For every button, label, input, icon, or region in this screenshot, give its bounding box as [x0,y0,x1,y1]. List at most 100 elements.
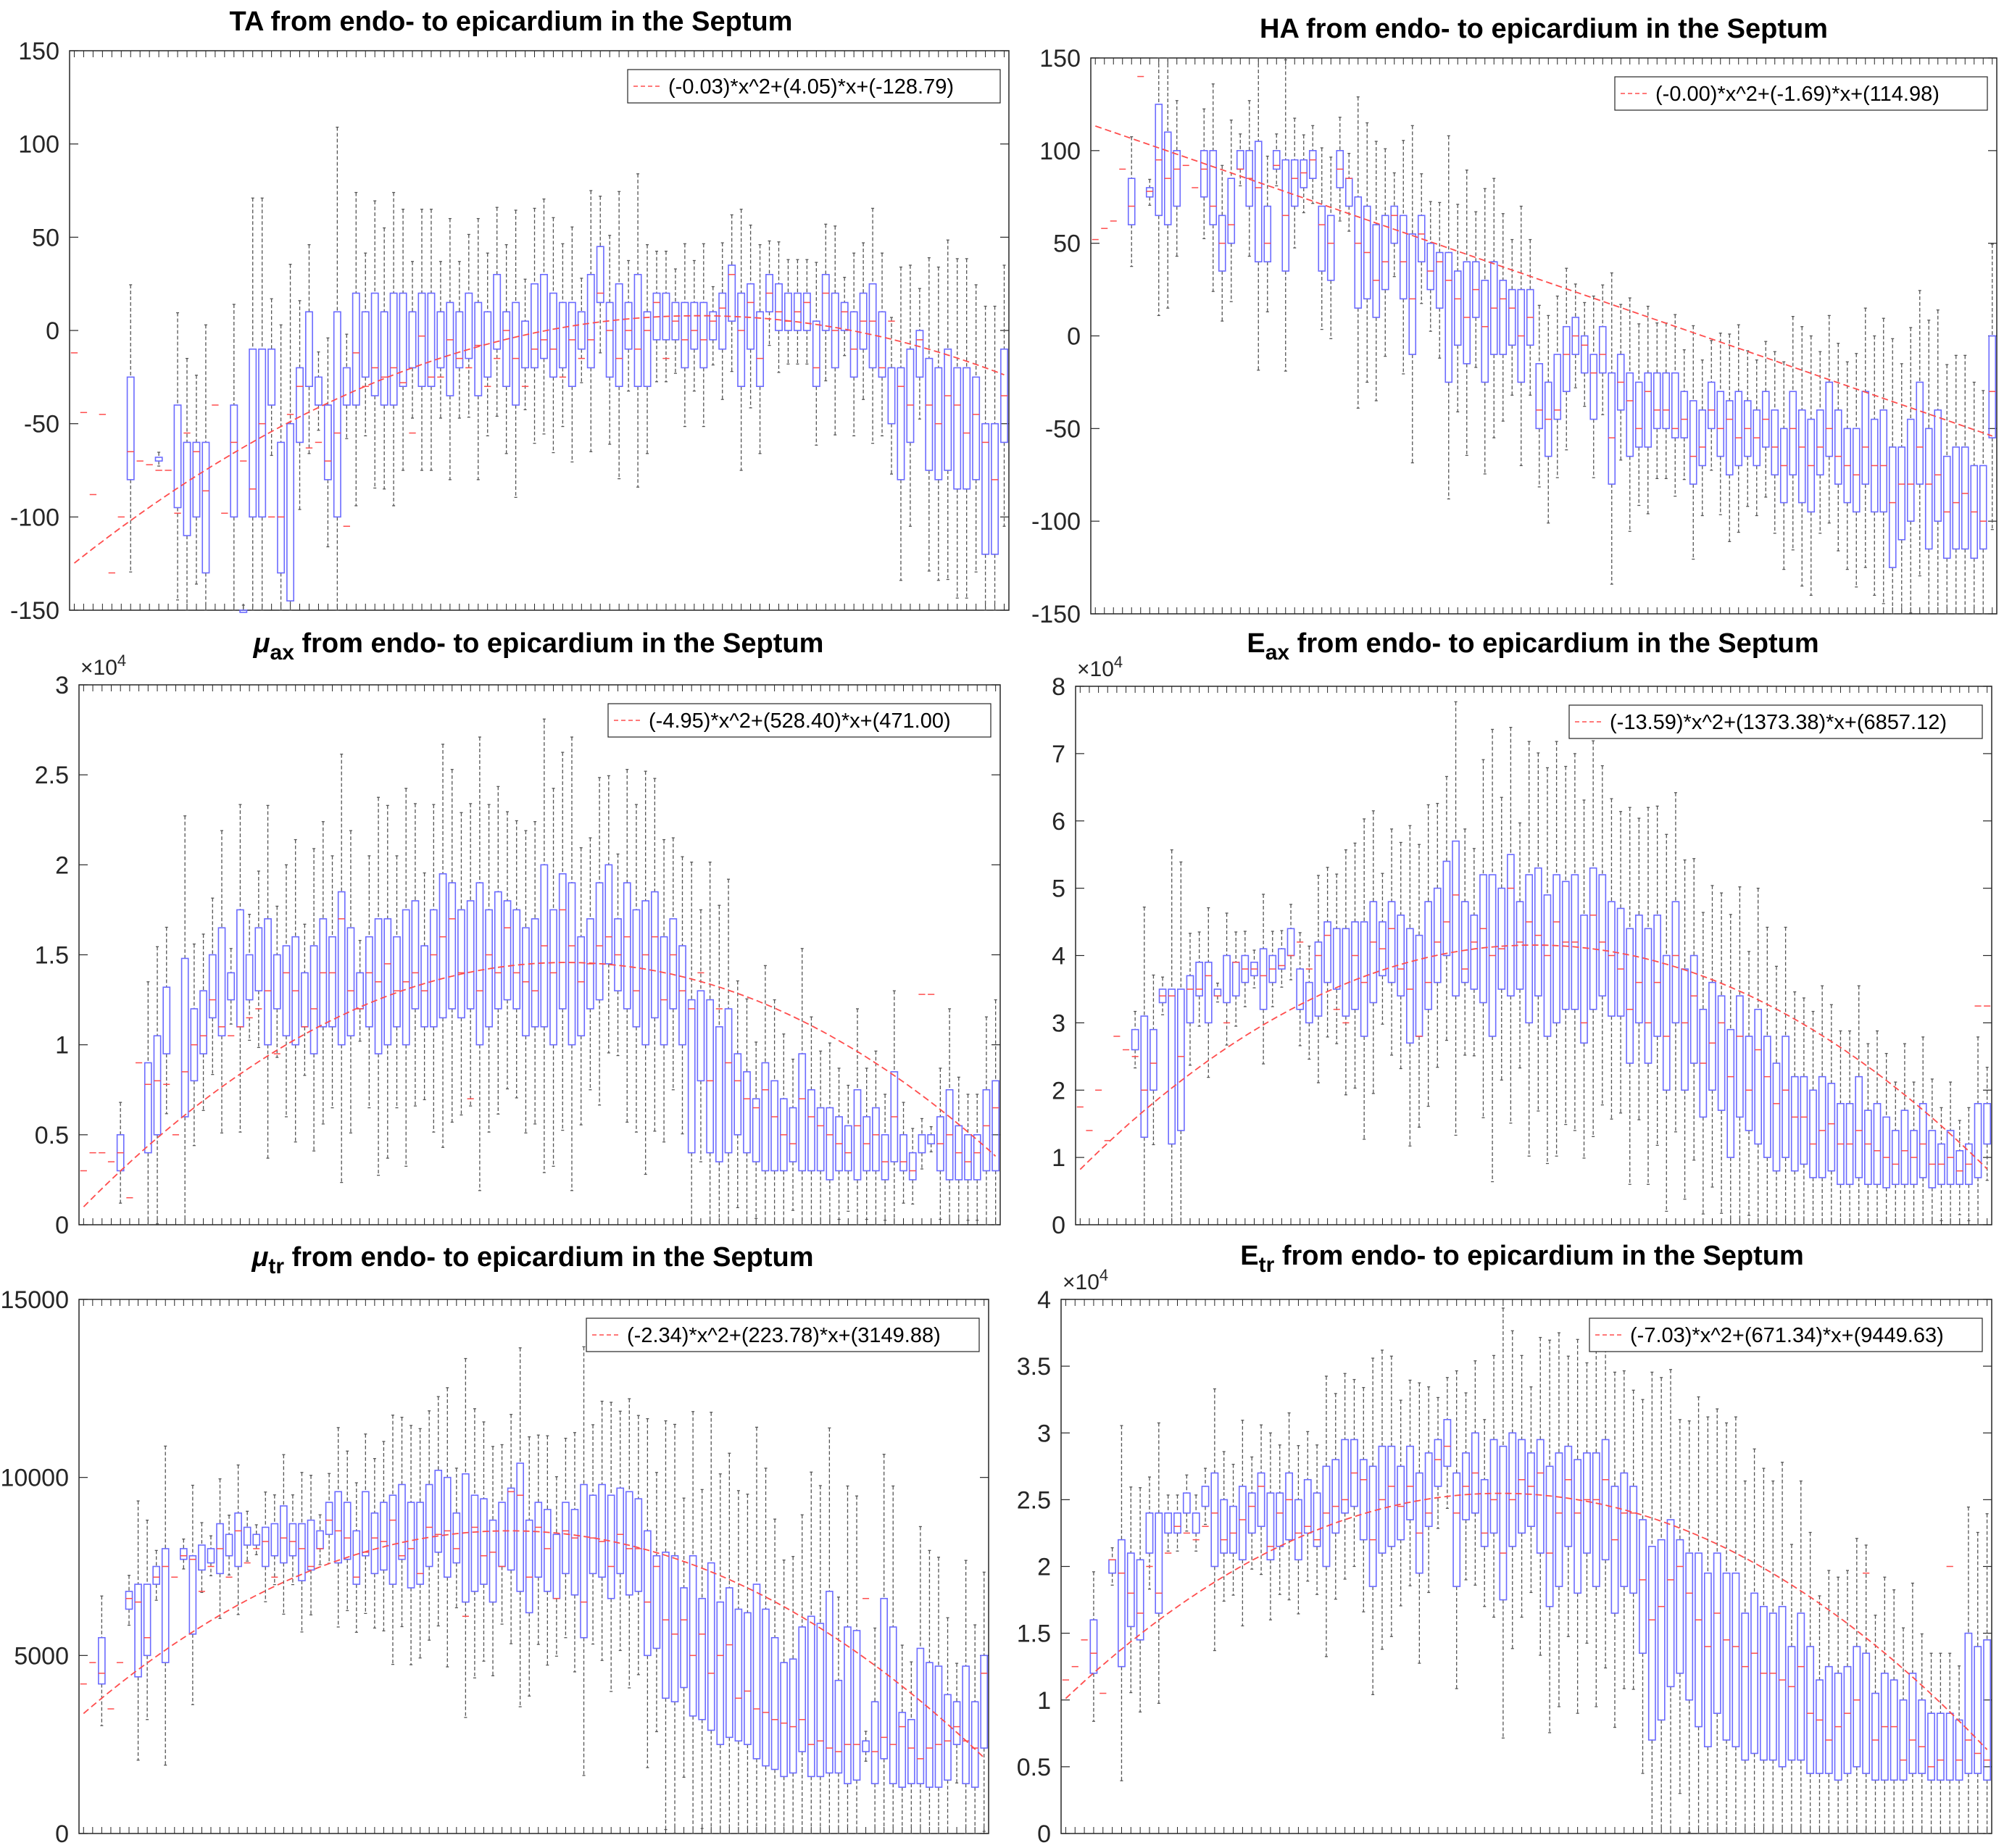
y-tick-label: 3.5 [1017,1353,1051,1381]
box [1399,215,1408,300]
y-tick-label: 0.5 [35,1122,69,1149]
box [1662,372,1671,430]
y-tick-label: -100 [10,504,59,531]
box [718,292,727,350]
box [1653,372,1661,430]
box [615,283,623,387]
box [1580,335,1589,374]
box [334,1491,342,1564]
box [726,1587,733,1739]
box [1372,224,1381,318]
box [516,1462,524,1592]
box [562,1502,570,1575]
fit-curve [83,1530,985,1759]
box [963,367,971,490]
box [370,292,379,396]
box [503,900,512,1001]
box [780,1662,788,1778]
box [1620,1472,1629,1587]
box [752,1583,761,1760]
legend: (-13.59)*x^2+(1373.38)*x+(6857.12) [1568,704,1983,739]
box [1266,1492,1275,1561]
box [325,1502,333,1536]
box [1229,1505,1237,1554]
box [1983,1639,1992,1781]
box [402,909,410,1046]
box [570,1509,579,1596]
box [756,311,765,387]
box [1127,178,1136,225]
box [1331,1459,1340,1534]
box [342,367,351,406]
box [1827,1083,1836,1172]
box [1564,1445,1573,1547]
box [1507,854,1515,997]
box [853,1089,862,1181]
box-series [1076,701,1992,1225]
box [1918,1699,1926,1774]
box [434,1470,443,1553]
box [1177,988,1185,1131]
box [531,918,539,1028]
box [425,1483,433,1568]
box [1323,921,1331,983]
box [1210,1472,1219,1568]
legend: (-4.95)*x^2+(528.40)*x+(471.00) [607,703,992,738]
chart-panel-5: 0 5000 10000 15000 μtr from endo- to epicard… [0,1242,989,1848]
box [678,945,686,1046]
box [1526,1452,1535,1528]
box [323,404,332,480]
box [1195,961,1203,997]
legend: (-0.00)*x^2+(-1.69)*x+(114.98) [1614,76,1988,111]
box [152,1565,160,1585]
box [1771,409,1779,476]
box [1608,372,1616,485]
box [934,1665,943,1788]
box [288,1523,297,1557]
box [1592,1452,1600,1587]
box [633,273,642,387]
box [1732,1572,1740,1748]
box [1442,860,1451,957]
box [207,1548,215,1564]
box [1322,1465,1331,1568]
box [844,1125,852,1172]
box [862,1740,870,1752]
box [1426,242,1435,291]
box [494,891,502,1010]
box [1722,1572,1731,1741]
box [1879,409,1888,513]
box [1480,1478,1489,1547]
box [1583,1452,1591,1554]
box [1809,1089,1817,1178]
y-tick-label: 50 [32,224,59,251]
y-tick-label: 50 [1053,230,1081,258]
box [230,404,238,518]
box [992,1080,1000,1172]
box [1927,1712,1935,1781]
box [558,873,567,1010]
box [365,936,373,1028]
box [681,301,689,369]
box [1934,409,1942,522]
box [1499,1445,1508,1601]
box [1534,867,1542,997]
box [807,1615,815,1778]
box [1816,1679,1824,1774]
box [534,1502,543,1578]
box [812,320,820,387]
box [1825,381,1834,457]
box [1816,409,1824,476]
box [512,301,520,406]
box [1900,1110,1909,1186]
box [198,1544,206,1571]
box [452,1512,461,1564]
y-tick-label: 6 [1052,808,1065,836]
box [944,1694,952,1781]
box [1164,1512,1173,1534]
box [370,1512,379,1575]
box [277,441,286,574]
box [1945,1712,1954,1781]
box [1726,1028,1735,1158]
box [362,1491,370,1557]
